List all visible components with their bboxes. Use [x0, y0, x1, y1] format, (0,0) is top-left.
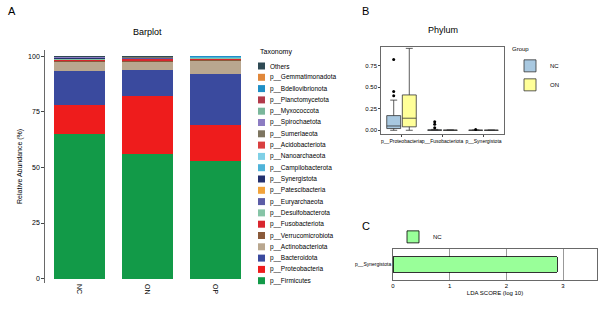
svg-text:Phylum: Phylum [428, 25, 458, 35]
svg-text:Others: Others [270, 63, 290, 70]
svg-text:ON: ON [550, 82, 559, 88]
svg-text:p__Gemmatimonadota: p__Gemmatimonadota [270, 73, 337, 81]
svg-text:B: B [362, 5, 369, 17]
svg-text:0: 0 [36, 275, 40, 282]
svg-text:p__Patescibacteria: p__Patescibacteria [270, 186, 326, 194]
svg-text:p__Nanoarchaeota: p__Nanoarchaeota [270, 152, 326, 160]
svg-text:0.00: 0.00 [365, 127, 377, 133]
svg-text:1: 1 [448, 283, 452, 289]
svg-text:NC: NC [550, 63, 559, 69]
svg-text:0: 0 [391, 283, 395, 289]
svg-text:p__Actinobacteriota: p__Actinobacteriota [270, 243, 328, 251]
svg-text:LDA SCORE (log 10): LDA SCORE (log 10) [467, 290, 523, 296]
svg-text:p__Firmicutes: p__Firmicutes [270, 277, 312, 285]
svg-text:A: A [8, 5, 16, 17]
svg-text:0.75: 0.75 [365, 63, 377, 69]
svg-text:p__Synergistota: p__Synergistota [270, 175, 317, 183]
svg-text:NC: NC [76, 284, 83, 294]
svg-text:p__Sumerlaeota: p__Sumerlaeota [270, 130, 318, 138]
svg-text:50: 50 [32, 164, 40, 171]
svg-text:ON: ON [144, 284, 151, 295]
svg-text:p__Desulfobacterota: p__Desulfobacterota [270, 209, 330, 217]
svg-text:C: C [362, 220, 370, 232]
svg-text:p__Euryarchaeota: p__Euryarchaeota [270, 198, 324, 206]
svg-text:2: 2 [505, 283, 509, 289]
svg-text:0.50: 0.50 [365, 84, 377, 90]
svg-text:Relative Abundance (%): Relative Abundance (%) [16, 129, 24, 204]
svg-text:p__Acidobacteriota: p__Acidobacteriota [270, 141, 326, 149]
svg-text:p__Synergistota: p__Synergistota [465, 138, 501, 144]
svg-text:75: 75 [32, 108, 40, 115]
svg-text:p__Bacteroidota: p__Bacteroidota [270, 254, 318, 262]
svg-text:p__Fusobacteriota: p__Fusobacteriota [422, 138, 464, 144]
svg-text:OP: OP [212, 284, 219, 294]
svg-text:p__Proteobacteria: p__Proteobacteria [270, 265, 324, 273]
svg-text:p__Fusobacteriota: p__Fusobacteriota [270, 220, 324, 228]
svg-text:0.25: 0.25 [365, 106, 377, 112]
svg-text:p__Campilobacterota: p__Campilobacterota [270, 164, 332, 172]
svg-text:p__Spirochaetota: p__Spirochaetota [270, 118, 321, 126]
svg-text:p__Synergistota: p__Synergistota [355, 261, 391, 267]
svg-text:p__Bdellovibrionota: p__Bdellovibrionota [270, 85, 327, 93]
svg-text:25: 25 [32, 219, 40, 226]
svg-text:p__Planctomycetota: p__Planctomycetota [270, 96, 329, 104]
svg-text:Taxonomy: Taxonomy [260, 48, 292, 56]
svg-text:NC: NC [433, 234, 442, 240]
svg-text:Group: Group [512, 46, 529, 52]
svg-text:100: 100 [28, 53, 40, 60]
svg-text:p__Verrucomicrobiota: p__Verrucomicrobiota [270, 232, 334, 240]
svg-text:Barplot: Barplot [133, 27, 162, 37]
svg-text:p__Myxococcota: p__Myxococcota [270, 107, 319, 115]
svg-text:3: 3 [561, 283, 565, 289]
svg-text:p__Proteobacteria: p__Proteobacteria [381, 138, 422, 144]
